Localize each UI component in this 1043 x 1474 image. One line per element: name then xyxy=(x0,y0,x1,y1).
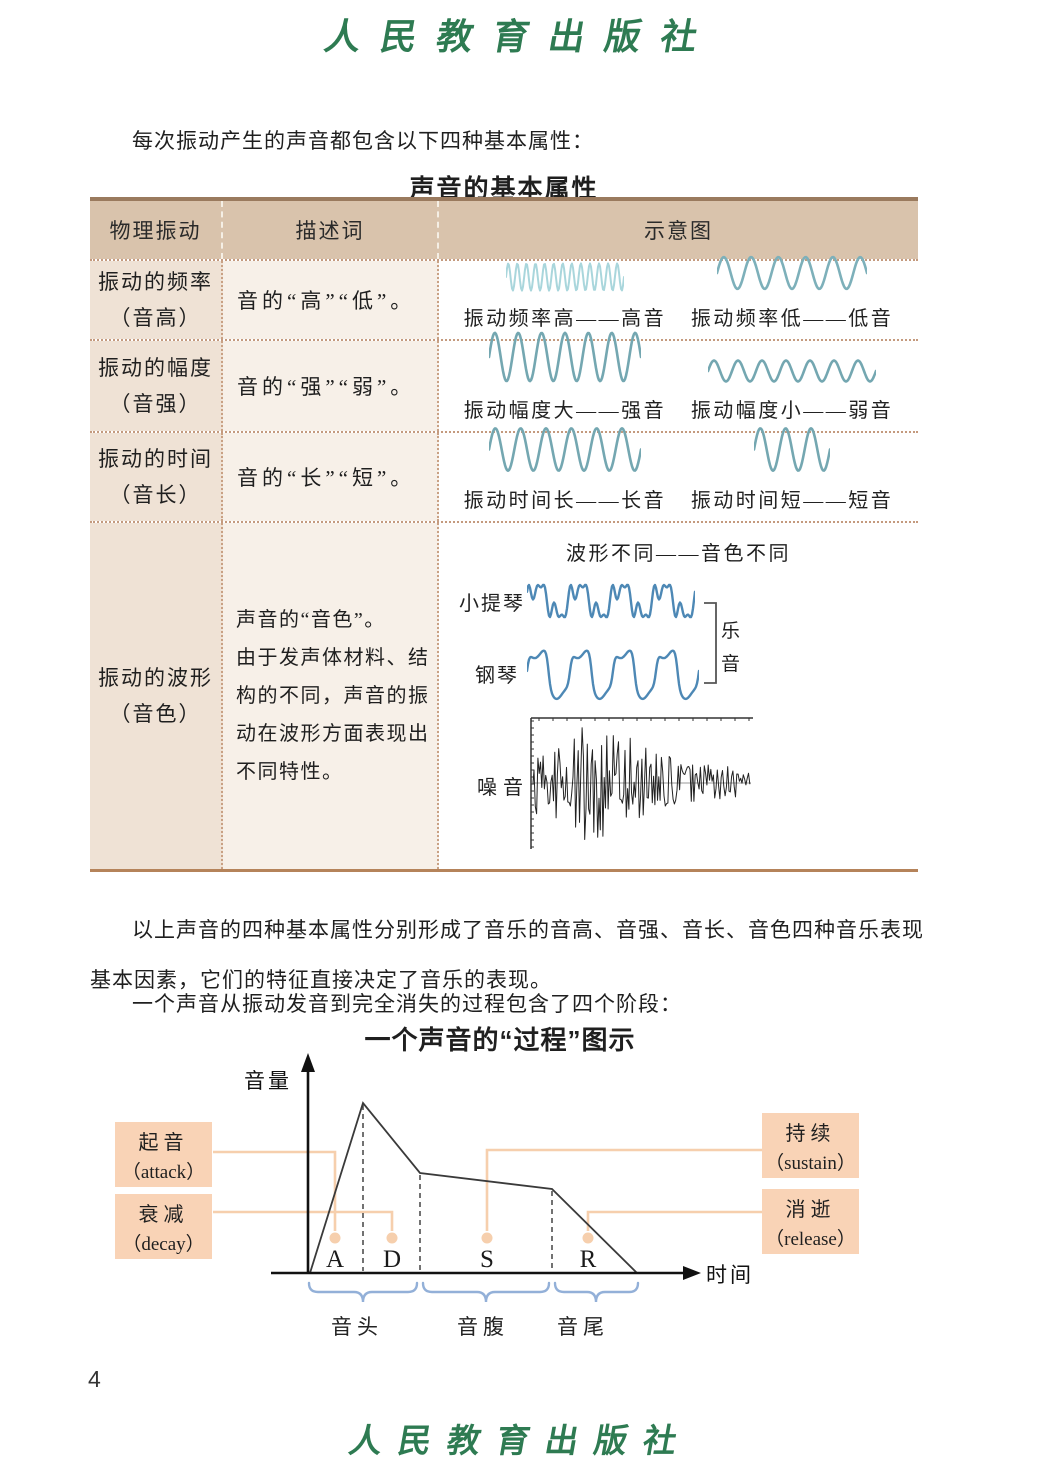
waveform-small-amplitude xyxy=(706,355,878,392)
envelope-curve xyxy=(309,1101,638,1274)
waveform-group: 振动幅度大——强音 xyxy=(464,327,667,423)
waveform-large-amplitude xyxy=(487,327,643,392)
attack-label-box: 起音 （attack） xyxy=(115,1122,212,1187)
time-axis-label: 时间 xyxy=(706,1263,754,1287)
attack-label-en: （attack） xyxy=(121,1162,206,1183)
adsr-diagram: A D S R xyxy=(213,1053,762,1303)
connector-lines xyxy=(213,1148,762,1231)
timbre-caption: 波形不同——音色不同 xyxy=(566,543,791,565)
schematic-cell-timbre: 波形不同——音色不同 小提琴 钢琴 乐 音 噪音 xyxy=(439,523,918,869)
musical-tone-label: 乐 音 xyxy=(721,621,741,675)
property-cell: 振动的时间 （音长） xyxy=(90,433,223,521)
body-paragraph-2: 一个声音从振动发音到完全消失的过程包含了四个阶段： xyxy=(132,992,682,1016)
head-brace xyxy=(307,1281,419,1303)
release-label-box: 消逝 （release） xyxy=(762,1189,859,1254)
stage-letters: A D S R xyxy=(326,1246,597,1273)
attack-connector xyxy=(213,1150,337,1231)
stage-letter-d: D xyxy=(383,1246,401,1273)
waveform-group: 振动幅度小——弱音 xyxy=(691,355,894,423)
publisher-logo-header: 人民教育出版社 xyxy=(321,17,721,57)
descriptor-cell: 音的“强”“弱”。 xyxy=(223,341,439,431)
waveform-short-duration xyxy=(752,422,832,482)
head-segment-label: 音头 xyxy=(331,1315,383,1339)
release-connector xyxy=(586,1210,762,1231)
header-cell-schematic: 示意图 xyxy=(644,220,713,243)
header-cell-physical-vibration: 物理振动 xyxy=(90,201,223,259)
figure-title: 一个声音的“过程”图示 xyxy=(364,1025,636,1055)
waveform-noise xyxy=(529,717,757,854)
body-segment-label: 音腹 xyxy=(457,1315,509,1339)
table-row-amplitude: 振动的幅度 （音强） 音的“强”“弱”。 振动幅度大——强音 振动幅度小——弱音 xyxy=(90,331,918,431)
waveform-caption: 振动幅度大——强音 xyxy=(463,400,667,422)
volume-axis-label: 音量 xyxy=(244,1069,292,1093)
decay-label-en: （decay） xyxy=(122,1234,205,1255)
y-axis-arrow-icon xyxy=(301,1053,315,1072)
sustain-label-zh: 持续 xyxy=(785,1123,836,1145)
noise-label: 噪音 xyxy=(477,777,529,799)
body-paragraph-1: 以上声音的四种基本属性分别形成了音乐的音高、音强、音长、音色四种音乐表现基本因素… xyxy=(90,918,924,992)
table-row-timbre: 振动的波形 （音色） 声音的“音色”。 由于发声体材料、结 构的不同，声音的振 … xyxy=(90,521,918,869)
stage-letter-r: R xyxy=(580,1246,597,1273)
waveform-piano xyxy=(525,642,701,711)
stage-dots xyxy=(329,1232,594,1244)
publisher-logo-footer: 人民教育出版社 xyxy=(346,1424,696,1460)
sustain-label-en: （sustain） xyxy=(765,1153,856,1174)
waveform-low-frequency xyxy=(715,251,869,300)
body-brace xyxy=(421,1281,551,1303)
x-axis-arrow-icon xyxy=(683,1266,701,1280)
waveform-long-duration xyxy=(487,422,643,482)
release-label-zh: 消逝 xyxy=(785,1199,836,1221)
page-number: 4 xyxy=(88,1366,101,1392)
sustain-connector xyxy=(485,1148,762,1231)
waveform-violin xyxy=(525,569,697,638)
axes xyxy=(271,1067,686,1275)
table-row-duration: 振动的时间 （音长） 音的“长”“短”。 振动时间长——长音 振动时间短——短音 xyxy=(90,427,918,521)
tail-brace xyxy=(553,1281,640,1303)
waveform-caption: 振动时间短——短音 xyxy=(690,490,894,512)
schematic-cell: 振动幅度大——强音 振动幅度小——弱音 xyxy=(439,331,918,431)
descriptor-cell: 音的“高”“低”。 xyxy=(223,261,439,339)
musical-tone-bracket xyxy=(704,602,717,684)
property-cell: 振动的波形 （音色） xyxy=(90,523,223,869)
sustain-label-box: 持续 （sustain） xyxy=(762,1113,859,1178)
header-cell-descriptor: 描述词 xyxy=(223,201,439,259)
table-row-frequency: 振动的频率 （音高） 音的“高”“低”。 振动频率高——高音 振动频率低——低音 xyxy=(90,255,918,339)
waveform-caption: 振动频率低——低音 xyxy=(690,308,894,330)
descriptor-cell: 音的“长”“短”。 xyxy=(223,433,439,521)
tail-segment-label: 音尾 xyxy=(557,1315,609,1339)
descriptor-cell: 声音的“音色”。 由于发声体材料、结 构的不同，声音的振 动在波形方面表现出 不… xyxy=(223,523,439,869)
decay-connector xyxy=(213,1210,394,1231)
waveform-group: 振动频率低——低音 xyxy=(691,251,894,331)
table-header-row: 物理振动 描述词 示意图 xyxy=(90,201,918,259)
waveform-group: 振动时间长——长音 xyxy=(464,422,667,513)
adsr-figure: A D S R 一个声音的“过程”图示 音量 时间 起音 （attack） 衰减… xyxy=(0,1015,1043,1350)
schematic-cell: 振动时间长——长音 振动时间短——短音 xyxy=(439,427,918,521)
waveform-group: 振动频率高——高音 xyxy=(464,259,667,331)
schematic-cell: 振动频率高——高音 振动频率低——低音 xyxy=(439,255,918,339)
attack-label-zh: 起音 xyxy=(138,1132,189,1154)
waveform-caption: 振动幅度小——弱音 xyxy=(690,400,894,422)
piano-label: 钢琴 xyxy=(475,665,519,687)
property-cell: 振动的频率 （音高） xyxy=(90,261,223,339)
release-label-en: （release） xyxy=(765,1229,856,1250)
waveform-caption: 振动频率高——高音 xyxy=(463,308,667,330)
decay-label-box: 衰减 （decay） xyxy=(115,1194,212,1259)
sound-properties-table: 物理振动 描述词 示意图 振动的频率 （音高） 音的“高”“低”。 振动频率高—… xyxy=(90,197,918,872)
waveform-caption: 振动时间长——长音 xyxy=(463,490,667,512)
decay-label-zh: 衰减 xyxy=(138,1204,189,1226)
stage-letter-s: S xyxy=(480,1246,494,1273)
stage-letter-a: A xyxy=(326,1246,344,1273)
property-cell: 振动的幅度 （音强） xyxy=(90,341,223,431)
intro-paragraph: 每次振动产生的声音都包含以下四种基本属性： xyxy=(132,129,594,153)
segment-braces xyxy=(307,1281,640,1303)
violin-label: 小提琴 xyxy=(459,593,525,615)
waveform-high-frequency xyxy=(504,259,625,300)
phase-guides xyxy=(362,1105,553,1271)
waveform-group: 振动时间短——短音 xyxy=(691,422,894,513)
